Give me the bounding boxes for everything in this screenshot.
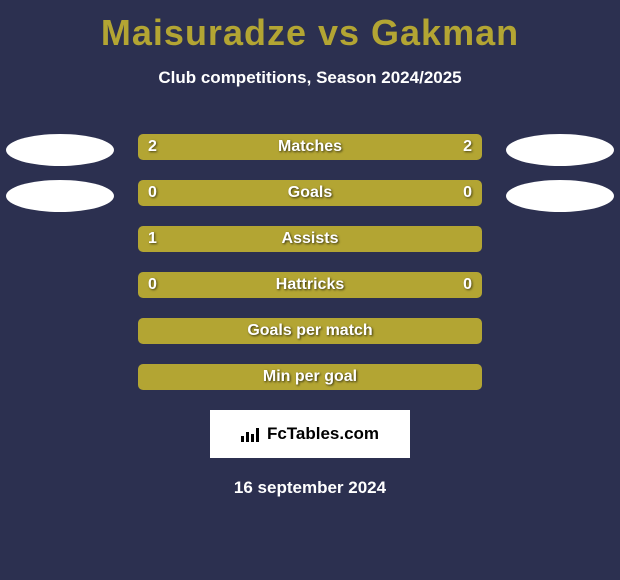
stat-left-value: 2 [148,138,157,156]
stat-label: Hattricks [276,276,344,294]
stats-row: 2 Matches 2 [138,134,482,160]
player-left-marker-2 [6,180,114,212]
player-right-marker-2 [506,180,614,212]
stats-bar: Goals per match [138,318,482,344]
stats-bar: 1 Assists [138,226,482,252]
stats-row: 0 Goals 0 [138,180,482,206]
bars-icon [241,426,261,442]
stats-area: 2 Matches 2 0 Goals 0 1 Assists 0 Hattri… [0,134,620,390]
footer-date: 16 september 2024 [0,478,620,498]
page-title: Maisuradze vs Gakman [0,0,620,54]
stats-row: Goals per match [138,318,482,344]
stats-row: Min per goal [138,364,482,390]
stats-bar: Min per goal [138,364,482,390]
stat-left-value: 0 [148,276,157,294]
stat-label: Min per goal [263,368,357,386]
stats-row: 1 Assists [138,226,482,252]
stats-bar: 0 Goals 0 [138,180,482,206]
stat-right-value: 0 [463,184,472,202]
player-right-marker-1 [506,134,614,166]
stat-label: Goals per match [247,322,372,340]
stat-label: Matches [278,138,342,156]
stat-label: Assists [282,230,339,248]
stats-bar: 0 Hattricks 0 [138,272,482,298]
subtitle: Club competitions, Season 2024/2025 [0,68,620,88]
stat-left-value: 1 [148,230,157,248]
stat-label: Goals [288,184,332,202]
brand-badge: FcTables.com [210,410,410,458]
stat-right-value: 2 [463,138,472,156]
stat-right-value: 0 [463,276,472,294]
stats-bar: 2 Matches 2 [138,134,482,160]
player-left-marker-1 [6,134,114,166]
stat-left-value: 0 [148,184,157,202]
brand-text: FcTables.com [267,424,379,444]
stats-row: 0 Hattricks 0 [138,272,482,298]
